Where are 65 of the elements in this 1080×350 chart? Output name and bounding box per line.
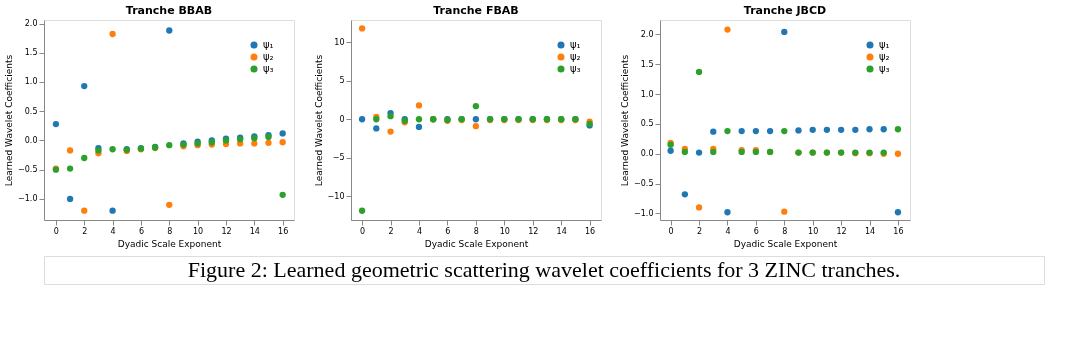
chart-title: Tranche BBAB	[125, 3, 213, 17]
legend-label: ψ₁	[570, 39, 581, 50]
legend-label: ψ₁	[879, 39, 890, 50]
x-tick-label: 6	[753, 226, 759, 236]
y-axis-title: Learned Wavelet Coefficients	[4, 54, 15, 187]
legend-label: ψ₃	[263, 63, 274, 74]
y-tick-label: 0.0	[640, 149, 654, 159]
x-tick-label: 12	[836, 226, 847, 236]
x-tick-label: 12	[528, 226, 539, 236]
y-tick-label: −1.0	[634, 208, 654, 218]
x-tick-label: 0	[53, 226, 59, 236]
y-tick-label: 1.5	[640, 59, 654, 69]
y-tick-label: 1.0	[640, 89, 654, 99]
y-tick-label: 5	[339, 76, 345, 86]
y-tick-label: 0.5	[640, 119, 654, 129]
y-tick-label: 2.0	[24, 19, 38, 29]
x-axis-title: Dyadic Scale Exponent	[117, 238, 222, 249]
x-tick-label: 14	[249, 226, 260, 236]
x-tick-label: 16	[585, 226, 596, 236]
chart-title: Tranche JBCD	[743, 4, 827, 17]
x-tick-label: 2	[388, 226, 394, 236]
y-axis-title: Learned Wavelet Coefficients	[313, 54, 324, 187]
y-tick-label: 0.5	[24, 106, 38, 116]
y-tick-label: −0.5	[18, 165, 38, 175]
legend-label: ψ₂	[570, 51, 581, 62]
x-tick-label: 0	[360, 226, 366, 236]
x-tick-label: 8	[167, 226, 173, 236]
x-tick-label: 6	[138, 226, 144, 236]
legend-label: ψ₃	[879, 63, 890, 74]
x-tick-label: 6	[445, 226, 451, 236]
x-tick-label: 16	[278, 226, 289, 236]
x-tick-label: 8	[782, 226, 788, 236]
x-tick-label: 4	[110, 226, 116, 236]
y-tick-label: −1.0	[18, 194, 38, 204]
x-tick-label: 10	[808, 226, 819, 236]
x-tick-label: 10	[193, 226, 204, 236]
y-tick-label: −0.5	[634, 179, 654, 189]
x-tick-label: 2	[82, 226, 88, 236]
y-tick-label: −10	[327, 191, 345, 201]
legend-label: ψ₃	[570, 63, 581, 74]
x-tick-label: 0	[668, 226, 674, 236]
chart-title: Tranche FBAB	[433, 4, 519, 17]
x-tick-label: 2	[697, 226, 703, 236]
legend-label: ψ₂	[263, 51, 274, 62]
y-tick-label: 1.5	[24, 48, 38, 58]
x-tick-label: 14	[864, 226, 876, 236]
x-tick-label: 10	[499, 226, 510, 236]
x-tick-label: 8	[473, 226, 479, 236]
legend-label: ψ₂	[879, 51, 890, 62]
legend-label: ψ₁	[263, 39, 274, 50]
y-axis-title: Learned Wavelet Coefficients	[620, 54, 631, 187]
x-tick-label: 4	[416, 226, 423, 236]
caption: Figure 2: Learned geometric scattering wavelet coefficients for 3 ZINC tranches.	[187, 257, 901, 282]
y-tick-label: 0	[339, 114, 345, 124]
x-axis-title: Dyadic Scale Exponent	[424, 238, 529, 249]
x-tick-label: 16	[893, 226, 904, 236]
y-tick-label: −5	[332, 153, 345, 163]
x-tick-label: 14	[556, 226, 567, 236]
y-tick-label: 1.0	[24, 77, 38, 87]
y-tick-label: 10	[334, 37, 345, 47]
x-axis-title: Dyadic Scale Exponent	[733, 238, 838, 249]
x-tick-label: 4	[725, 226, 731, 236]
y-tick-label: 2.0	[640, 29, 654, 39]
y-tick-label: 0.0	[24, 135, 38, 145]
x-tick-label: 12	[221, 226, 232, 236]
